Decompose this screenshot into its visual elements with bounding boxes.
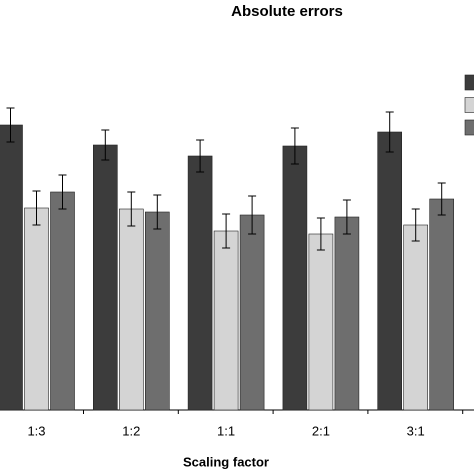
x-tick-label: 1:1 bbox=[217, 423, 235, 438]
bar bbox=[429, 198, 455, 411]
x-tick-label: 1:3 bbox=[27, 423, 45, 438]
error-bar bbox=[153, 194, 162, 230]
legend-swatch bbox=[464, 74, 474, 91]
error-bar bbox=[32, 190, 41, 226]
bar bbox=[282, 145, 308, 411]
x-tick-label: 2:1 bbox=[312, 423, 330, 438]
error-bar bbox=[248, 195, 257, 235]
bar bbox=[403, 224, 429, 411]
x-tick-label: 1:2 bbox=[122, 423, 140, 438]
bar bbox=[187, 155, 213, 411]
bar bbox=[377, 131, 403, 411]
bar bbox=[334, 216, 360, 411]
error-bar bbox=[58, 174, 67, 210]
x-axis-label: Scaling factor bbox=[183, 454, 269, 469]
error-bar bbox=[101, 129, 110, 161]
chart-title: Absolute errors bbox=[231, 3, 343, 20]
bar bbox=[0, 124, 23, 411]
bar bbox=[50, 191, 75, 411]
bar bbox=[308, 233, 334, 411]
legend-swatch bbox=[464, 97, 474, 113]
legend-swatch bbox=[464, 119, 474, 136]
bar bbox=[119, 208, 144, 411]
error-bar bbox=[411, 208, 420, 242]
bar bbox=[145, 211, 170, 411]
error-bar bbox=[196, 139, 205, 173]
error-bar bbox=[342, 199, 351, 235]
bar bbox=[239, 214, 265, 411]
bar bbox=[93, 144, 118, 411]
error-bar bbox=[290, 127, 299, 165]
error-bar bbox=[385, 111, 394, 153]
bar bbox=[213, 230, 239, 411]
error-bar bbox=[437, 182, 446, 216]
error-bar bbox=[6, 107, 15, 143]
bar bbox=[24, 207, 49, 411]
error-bar bbox=[222, 213, 231, 249]
error-bar bbox=[316, 217, 325, 251]
x-tick-label: 3:1 bbox=[407, 423, 425, 438]
error-bar bbox=[127, 191, 136, 227]
